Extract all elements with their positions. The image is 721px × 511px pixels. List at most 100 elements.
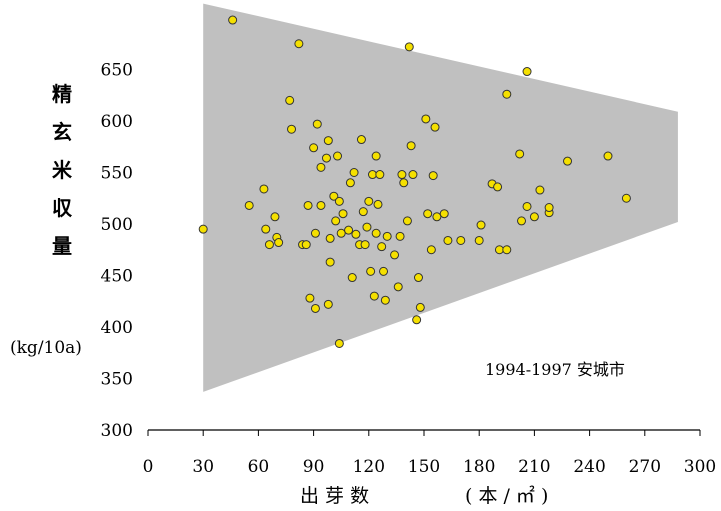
data-point <box>349 168 359 177</box>
y-tick-label: 650 <box>101 61 133 81</box>
data-point <box>323 136 333 146</box>
y-axis-label-char: 量 <box>52 234 72 258</box>
y-tick-label: 550 <box>101 164 133 184</box>
data-points <box>198 15 631 348</box>
data-point <box>379 266 389 276</box>
x-tick-label: 300 <box>684 457 716 477</box>
data-point <box>362 222 372 232</box>
y-axis-label-char: 米 <box>52 158 73 182</box>
data-point <box>393 282 403 292</box>
data-point <box>397 170 407 180</box>
data-point <box>333 151 343 161</box>
x-axis-unit: ( 本 / ㎡ ) <box>465 484 548 507</box>
x-axis-label: 出 芽 数 <box>300 485 369 507</box>
x-tick-labels: 0 30 60 90 120 150 180 210 240 270 300 <box>143 457 717 477</box>
data-point <box>413 273 423 283</box>
y-tick-label: 500 <box>101 215 133 235</box>
data-point <box>493 182 503 192</box>
data-point <box>426 245 436 255</box>
y-axis-label-char: 精 <box>52 82 72 106</box>
data-point <box>366 266 376 276</box>
x-tick-label: 270 <box>629 457 661 477</box>
data-point <box>395 231 405 241</box>
data-point <box>522 67 532 77</box>
data-point <box>404 42 414 52</box>
data-point <box>544 203 554 213</box>
data-point <box>287 124 297 134</box>
y-axis-label-char: 玄 <box>52 120 72 144</box>
data-point <box>373 199 383 209</box>
data-point <box>456 235 466 245</box>
data-point <box>474 235 484 245</box>
x-tick-label: 90 <box>303 457 325 477</box>
data-point <box>522 201 532 211</box>
data-point <box>228 15 238 25</box>
y-tick-labels: 300 350 400 450 500 550 600 650 <box>101 61 133 442</box>
data-point <box>334 338 344 348</box>
data-point <box>244 200 254 210</box>
data-point <box>316 162 326 172</box>
data-point <box>303 200 313 210</box>
data-point <box>325 233 335 243</box>
data-point <box>274 238 284 248</box>
data-point <box>259 184 269 194</box>
data-point <box>412 315 422 325</box>
y-tick-label: 400 <box>101 318 133 338</box>
data-point <box>535 185 545 195</box>
data-point <box>529 212 539 222</box>
data-point <box>494 245 504 255</box>
y-tick-label: 450 <box>101 267 133 287</box>
y-tick-label: 350 <box>101 370 133 390</box>
data-point <box>367 170 377 180</box>
data-point <box>285 95 295 105</box>
y-axis-label-char: 収 <box>52 196 73 220</box>
y-tick-label: 600 <box>101 112 133 132</box>
data-point <box>336 228 346 238</box>
x-tick-label: 150 <box>408 457 440 477</box>
data-point <box>476 220 486 230</box>
data-point <box>369 291 379 301</box>
data-point <box>347 273 357 283</box>
data-point <box>360 240 370 250</box>
data-point <box>423 209 433 219</box>
data-point <box>563 156 573 166</box>
data-point <box>443 235 453 245</box>
data-point <box>439 209 449 219</box>
data-envelope-band <box>203 3 678 392</box>
data-point <box>345 178 355 188</box>
data-point <box>371 228 381 238</box>
data-point <box>261 224 271 234</box>
data-point <box>312 119 322 129</box>
data-point <box>316 200 326 210</box>
data-point <box>270 212 280 222</box>
data-point <box>321 153 331 163</box>
data-point <box>399 178 409 188</box>
data-point <box>432 212 442 222</box>
data-point <box>356 135 366 145</box>
data-point <box>325 257 335 267</box>
y-axis-unit: (kg/10a) <box>10 338 82 358</box>
y-tick-label: 300 <box>101 421 133 441</box>
data-point <box>338 209 348 219</box>
x-tick-label: 120 <box>353 457 385 477</box>
data-point <box>329 191 339 201</box>
data-point <box>323 299 333 309</box>
x-tick-label: 60 <box>248 457 270 477</box>
data-point <box>428 171 438 181</box>
data-point <box>402 216 412 226</box>
data-point <box>408 170 418 180</box>
data-point <box>310 228 320 238</box>
x-tick-label: 240 <box>573 457 605 477</box>
data-point <box>430 122 440 132</box>
x-tick-label: 210 <box>518 457 550 477</box>
data-point <box>371 151 381 161</box>
data-point <box>309 143 319 153</box>
data-point <box>406 141 416 151</box>
data-point <box>334 196 344 206</box>
data-point <box>198 224 208 234</box>
x-tick-marks <box>147 430 701 436</box>
data-point <box>375 170 385 180</box>
data-point <box>301 240 311 250</box>
data-point <box>515 149 525 159</box>
